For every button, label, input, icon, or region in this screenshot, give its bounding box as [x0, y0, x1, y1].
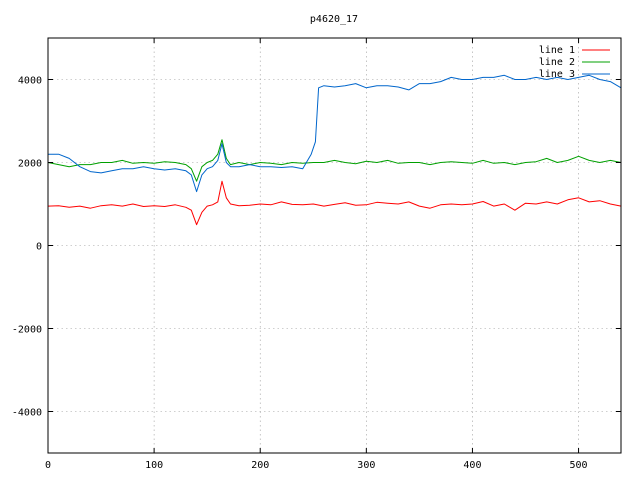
y-tick-label: -4000: [12, 408, 42, 419]
legend-label: line 3: [539, 69, 575, 80]
x-tick-label: 200: [251, 460, 269, 471]
series-layer: [47, 74, 622, 226]
y-tick-label: 4000: [18, 76, 42, 87]
series-line-3: [48, 74, 622, 193]
x-tick-label: 300: [357, 460, 375, 471]
y-tick-label: 2000: [18, 159, 42, 170]
y-tick-label: 0: [36, 242, 42, 253]
x-tick-label: 400: [463, 460, 481, 471]
x-tick-label: 100: [145, 460, 163, 471]
x-tick-label: 500: [570, 460, 588, 471]
x-tick-label: 0: [45, 460, 51, 471]
legend-label: line 2: [539, 57, 575, 68]
grid: [48, 38, 621, 453]
series-line-1: [47, 180, 622, 226]
chart-title: p4620_17: [310, 14, 358, 25]
y-tick-label: -2000: [12, 325, 42, 336]
axis-ticks: 0 100 200 300 400 500 -4000 -2000 0 2000 4000: [12, 38, 621, 471]
series-line-2: [47, 139, 622, 182]
legend-label: line 1: [539, 45, 575, 56]
